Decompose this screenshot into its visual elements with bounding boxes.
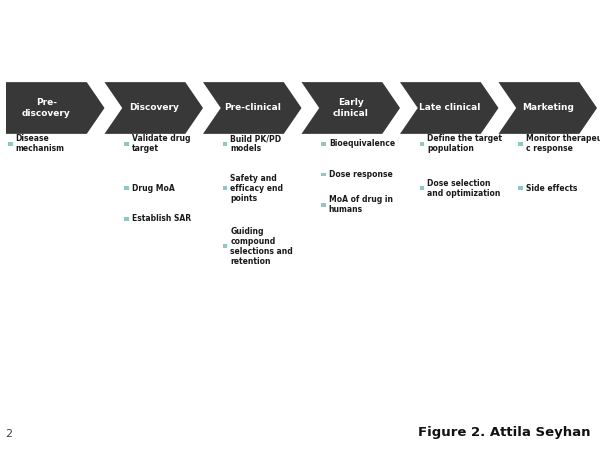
Text: Disease
mechanism: Disease mechanism [16,134,65,153]
Bar [419,142,424,146]
Polygon shape [400,82,499,134]
Text: Discovery: Discovery [129,104,179,112]
Text: Late clinical: Late clinical [419,104,480,112]
Text: Side effects: Side effects [526,184,577,193]
Bar [419,186,424,190]
Text: Marketing: Marketing [522,104,574,112]
Text: Bioequivalence: Bioequivalence [329,140,395,148]
Text: Early
clinical: Early clinical [333,99,368,117]
Bar [8,142,13,146]
Bar [223,244,227,248]
Bar [321,172,326,176]
Text: Validate drug
target: Validate drug target [132,134,190,153]
Polygon shape [6,82,104,134]
Text: Pre-clinical: Pre-clinical [224,104,281,112]
Polygon shape [104,82,203,134]
Text: Define the target
population: Define the target population [427,134,502,153]
Bar [223,186,227,190]
Text: Dose response: Dose response [329,170,392,179]
Bar [321,203,326,207]
Bar [124,186,129,190]
Text: 2: 2 [5,429,12,439]
Text: Figure 2. Attila Seyhan: Figure 2. Attila Seyhan [419,426,591,439]
Polygon shape [301,82,400,134]
Bar [518,186,523,190]
Text: Dose selection
and optimization: Dose selection and optimization [427,179,501,198]
Text: Drug MoA: Drug MoA [132,184,175,193]
Text: Monitor therapeuti-
c response: Monitor therapeuti- c response [526,134,600,153]
Text: Build PK/PD
models: Build PK/PD models [230,134,281,153]
Text: MoA of drug in
humans: MoA of drug in humans [329,195,393,215]
Bar [223,142,227,146]
Polygon shape [499,82,597,134]
Bar [321,142,326,146]
Bar [124,142,129,146]
Bar [518,142,523,146]
Bar [124,217,129,220]
Text: Pre-
discovery: Pre- discovery [22,99,71,117]
Polygon shape [203,82,301,134]
Text: Safety and
efficacy end
points: Safety and efficacy end points [230,174,283,203]
Text: Establish SAR: Establish SAR [132,214,191,223]
Text: Guiding
compound
selections and
retention: Guiding compound selections and retentio… [230,227,293,266]
